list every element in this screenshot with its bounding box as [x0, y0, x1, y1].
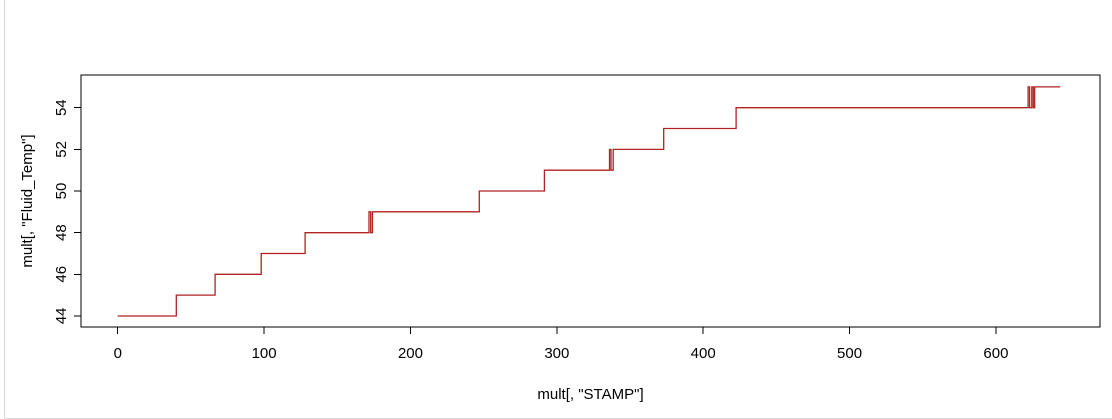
y-tick-label: 44 — [53, 308, 70, 325]
x-tick-label: 300 — [544, 345, 569, 362]
y-axis-title: mult[, "Fluid_Temp"] — [19, 134, 36, 268]
y-tick-label: 50 — [53, 183, 70, 200]
x-axis-title: mult[, "STAMP"] — [537, 386, 644, 403]
y-tick-label: 48 — [53, 224, 70, 241]
x-tick-label: 400 — [691, 345, 716, 362]
y-tick-label: 46 — [53, 266, 70, 283]
x-tick-label: 100 — [252, 345, 277, 362]
plot-box — [80, 74, 1101, 328]
x-tick-label: 600 — [983, 345, 1008, 362]
data-series-line — [117, 86, 1061, 317]
x-tick-label: 200 — [398, 345, 423, 362]
pane-border-left — [4, 0, 5, 419]
y-tick-label: 52 — [53, 141, 70, 158]
y-tick-label: 54 — [53, 99, 70, 116]
x-tick-label: 500 — [837, 345, 862, 362]
x-tick-label: 0 — [114, 345, 122, 362]
